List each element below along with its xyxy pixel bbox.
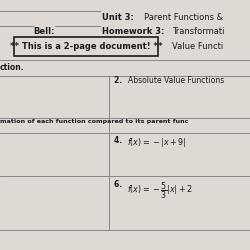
Text: Absolute Value Functions: Absolute Value Functions xyxy=(128,76,224,85)
Text: 6.: 6. xyxy=(114,180,124,189)
Text: mation of each function compared to its parent func: mation of each function compared to its … xyxy=(0,120,188,124)
Text: $f(x) = -|x+9|$: $f(x) = -|x+9|$ xyxy=(127,136,186,149)
Text: Homework 3:: Homework 3: xyxy=(102,28,165,36)
Text: Unit 3:: Unit 3: xyxy=(102,12,137,22)
FancyBboxPatch shape xyxy=(14,37,158,56)
Text: Bell:: Bell: xyxy=(34,28,55,36)
Text: Value Functi: Value Functi xyxy=(172,42,224,51)
Text: Parent Functions &: Parent Functions & xyxy=(144,12,223,22)
Text: 2.: 2. xyxy=(114,76,124,85)
Text: $f(x) = -\dfrac{5}{3}|x|+2$: $f(x) = -\dfrac{5}{3}|x|+2$ xyxy=(127,180,192,201)
Text: ction.: ction. xyxy=(0,62,24,72)
Text: 4.: 4. xyxy=(114,136,124,145)
Text: Transformati: Transformati xyxy=(172,28,225,36)
Text: ** This is a 2-page document! **: ** This is a 2-page document! ** xyxy=(10,42,162,51)
